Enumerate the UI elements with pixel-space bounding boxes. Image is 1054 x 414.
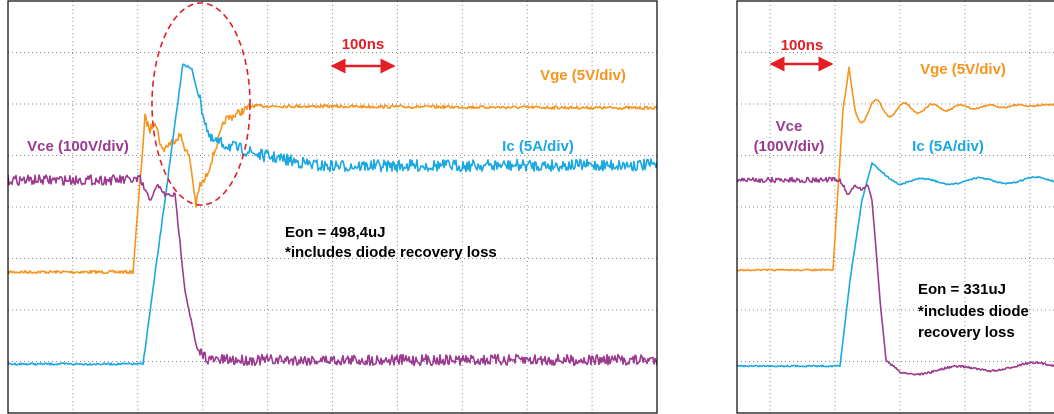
vge-label: Vge (5V/div) <box>920 61 1006 78</box>
waveform <box>8 175 657 366</box>
figure: 100ns Vge (5V/div) Vce (100V/div) Ic (5A… <box>0 0 1054 414</box>
ic-label: Ic (5A/div) <box>912 138 984 155</box>
grid <box>8 1 657 413</box>
vce-label: (100V/div) <box>754 138 825 155</box>
waveform <box>737 178 1054 376</box>
note: recovery loss <box>918 324 1015 341</box>
note: *includes diode <box>918 303 1029 320</box>
note: *includes diode recovery loss <box>285 244 497 261</box>
vce-label: Vce <box>776 118 803 135</box>
waveform <box>737 67 1054 270</box>
eon: Eon = 498,4uJ <box>285 224 385 241</box>
time-scale: 100ns <box>781 37 824 54</box>
ic-label: Ic (5A/div) <box>502 138 574 155</box>
waveforms <box>8 64 1054 375</box>
time-scale: 100ns <box>342 36 385 53</box>
vce-label: Vce (100V/div) <box>27 138 129 155</box>
eon: Eon = 331uJ <box>918 281 1006 298</box>
vge-label: Vge (5V/div) <box>540 67 626 84</box>
